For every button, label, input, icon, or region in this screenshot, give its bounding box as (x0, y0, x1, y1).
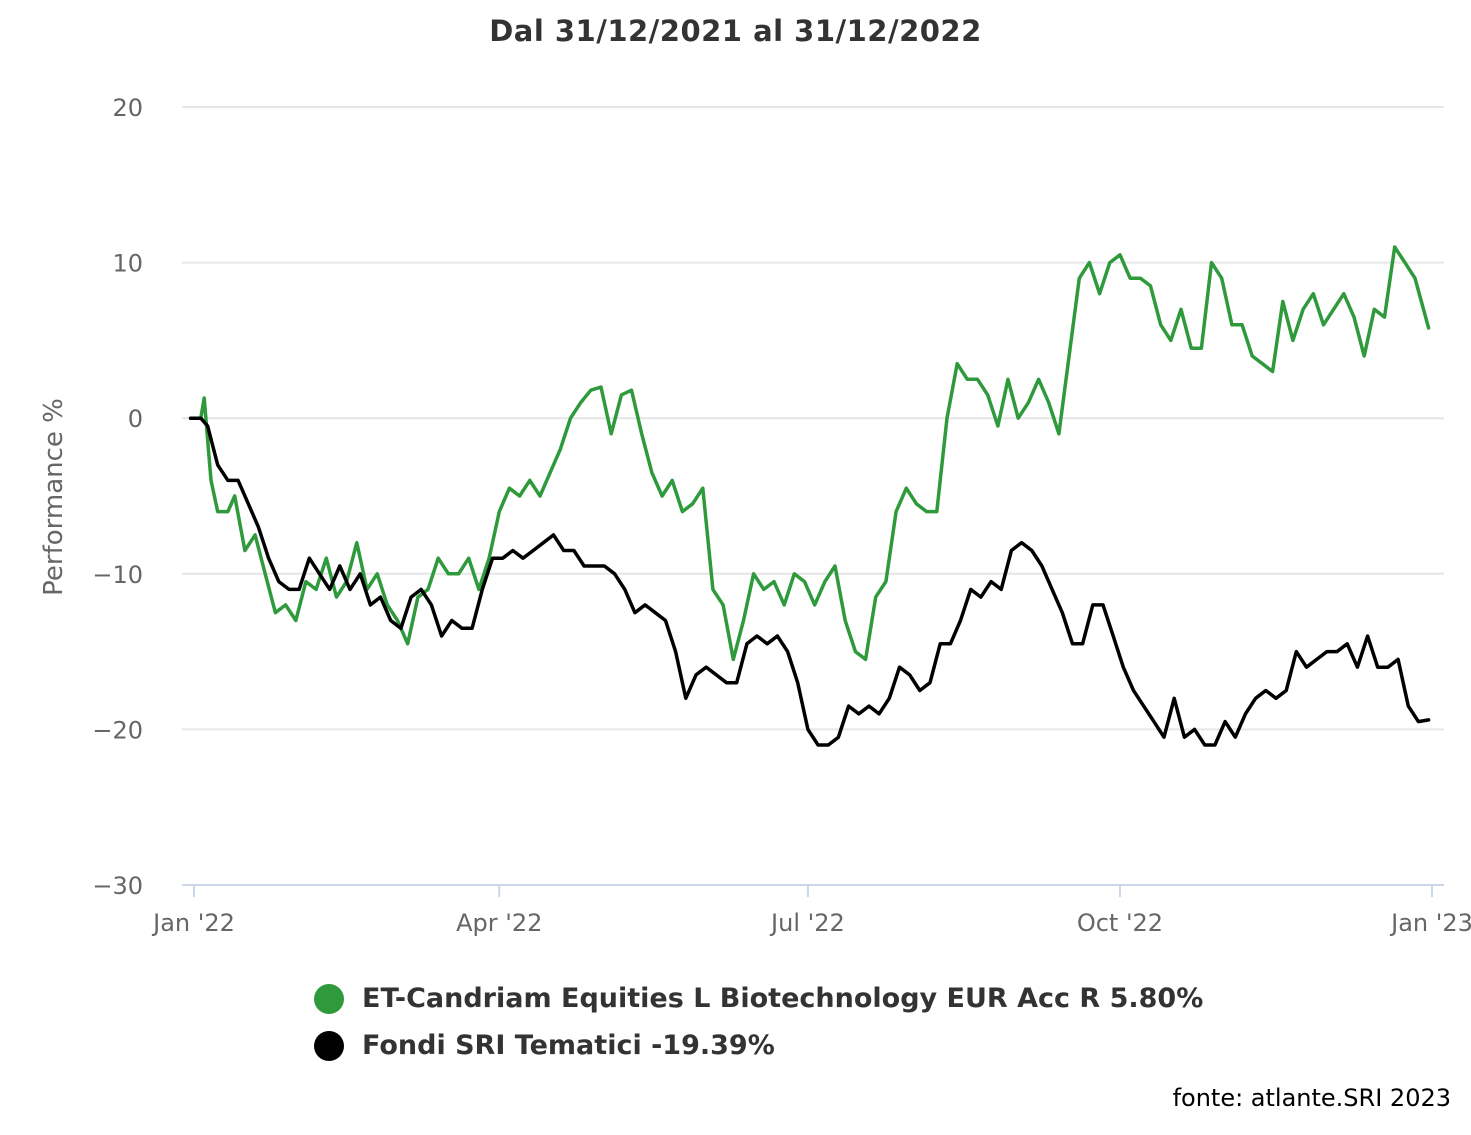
y-tick-label: −20 (92, 716, 143, 744)
x-tick-label: Jul '22 (769, 909, 845, 937)
x-tick-label: Oct '22 (1077, 909, 1163, 937)
y-tick-label: −10 (92, 561, 143, 589)
legend-item-biotech[interactable]: ET-Candriam Equities L Biotechnology EUR… (314, 983, 1203, 1014)
y-tick-label: 0 (128, 405, 143, 433)
source-note: fonte: atlante.SRI 2023 (1172, 1084, 1451, 1112)
legend-marker-sri (314, 1030, 344, 1061)
legend-label-sri: Fondi SRI Tematici -19.39% (362, 1030, 775, 1061)
x-tick-label: Jan '23 (1389, 909, 1471, 937)
chart-title: Dal 31/12/2021 al 31/12/2022 (489, 14, 982, 48)
grid-lines (182, 106, 1444, 731)
series-line-sri[interactable] (188, 416, 1431, 747)
legend-label-biotech: ET-Candriam Equities L Biotechnology EUR… (362, 983, 1204, 1014)
legend-item-sri[interactable]: Fondi SRI Tematici -19.39% (314, 1030, 775, 1061)
y-tick-label: 10 (112, 250, 143, 278)
series-lines (188, 245, 1431, 747)
x-tick-label: Apr '22 (456, 909, 542, 937)
series-line-biotech[interactable] (188, 245, 1431, 662)
y-tick-label: 20 (112, 94, 143, 122)
x-tick-label: Jan '22 (151, 909, 235, 937)
y-axis-title: Performance % (39, 398, 69, 596)
axes: 20 10 0 −10 −20 −30 Jan '22 Apr '22 Jul '22 Oct '… (92, 94, 1471, 937)
legend-marker-biotech (314, 983, 344, 1014)
y-tick-label: −30 (92, 872, 143, 900)
